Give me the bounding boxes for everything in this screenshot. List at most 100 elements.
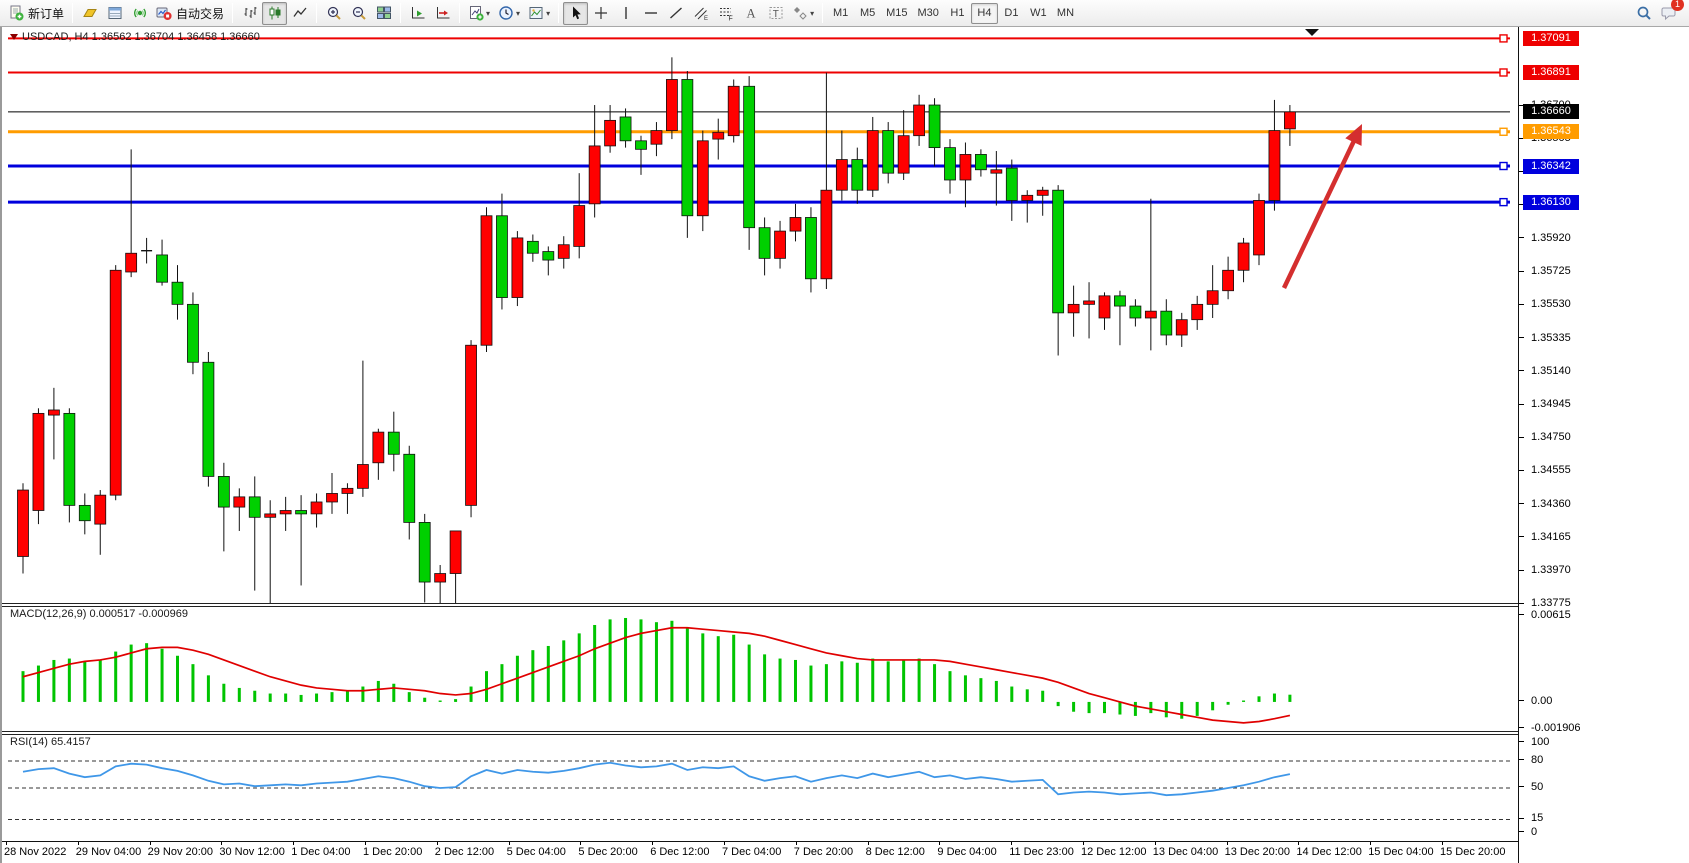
axis-tick [1519, 469, 1524, 471]
svg-text:E: E [704, 16, 708, 21]
shapes-button[interactable]: ▾ [788, 2, 818, 25]
autotrading-button[interactable]: 自动交易 [152, 2, 228, 25]
macd-bar [1072, 701, 1076, 712]
timeframe-m15[interactable]: M15 [886, 7, 908, 19]
tile-windows-button[interactable] [371, 2, 396, 25]
timeframe-mn[interactable]: MN [1056, 7, 1075, 19]
time-tick [1011, 842, 1013, 845]
vline-button[interactable] [613, 2, 638, 25]
axis-tick [1519, 817, 1524, 819]
macd-bar [1010, 686, 1014, 702]
timeframe-h1[interactable]: H1 [950, 7, 965, 19]
hline-button[interactable] [638, 2, 663, 25]
timeframe-m1[interactable]: M1 [832, 7, 849, 19]
trendline-button[interactable] [663, 2, 688, 25]
time-tick-label: 6 Dec 12:00 [650, 846, 710, 858]
line-chart-button[interactable] [287, 2, 312, 25]
templates-button[interactable]: ▾ [524, 2, 554, 25]
chart-shift-marker[interactable] [1305, 29, 1319, 36]
navigator-button[interactable] [127, 2, 152, 25]
candlestick-button[interactable] [262, 1, 288, 25]
time-tick [939, 842, 941, 845]
candle [94, 490, 107, 555]
candle [449, 530, 462, 603]
axis-tick [1519, 370, 1524, 372]
search-button[interactable] [1631, 2, 1656, 25]
rsi-pane[interactable]: RSI(14) 65.4157 [0, 731, 1518, 841]
macd-bar [67, 658, 71, 702]
timeframe-m30[interactable]: M30 [917, 7, 939, 19]
line-handle[interactable] [1499, 197, 1508, 207]
macd-chart[interactable] [8, 604, 1518, 732]
time-tick-label: 29 Nov 20:00 [147, 846, 214, 858]
macd-bar [1180, 701, 1184, 719]
line-handle[interactable] [1499, 161, 1508, 171]
rsi-chart[interactable] [8, 732, 1518, 842]
chevron-down-icon: ▾ [516, 8, 521, 18]
candle [650, 122, 663, 157]
data-window-button[interactable] [102, 2, 127, 25]
candle [712, 118, 725, 160]
macd-pane[interactable]: MACD(12,26,9) 0.000517 -0.000969 [0, 603, 1518, 731]
line-handle[interactable] [1499, 34, 1508, 43]
toolbar-separator [558, 3, 560, 23]
templates-icon [528, 5, 544, 21]
bar-chart-button[interactable] [237, 2, 262, 25]
time-tick [1370, 842, 1372, 845]
new-chart-button[interactable]: ▾ [464, 2, 494, 25]
time-axis[interactable]: 28 Nov 2022 29 Nov 04:00 29 Nov 20:00 30 No… [0, 841, 1518, 863]
timeframe-w1[interactable]: W1 [1030, 7, 1047, 19]
zoom-out-button[interactable] [346, 2, 371, 25]
macd-bar [654, 622, 658, 702]
candle [141, 237, 153, 264]
label-button[interactable]: T [763, 2, 788, 25]
auto-scroll-button[interactable] [405, 2, 430, 25]
price-tick-label: 1.34360 [1531, 497, 1571, 510]
line-handle[interactable] [1499, 68, 1508, 77]
candle [835, 130, 848, 201]
channel-button[interactable]: E [688, 2, 713, 25]
candle [403, 445, 416, 540]
shapes-icon [792, 5, 808, 21]
chart-shift-icon [435, 5, 451, 21]
axis-tick [1519, 436, 1524, 438]
candlestick-icon [267, 5, 283, 21]
macd-bar [253, 690, 257, 702]
main-chart-pane[interactable]: USDCAD, H4 1.36562 1.36704 1.36458 1.366… [0, 27, 1518, 603]
candle [1206, 265, 1219, 318]
candle [588, 105, 601, 218]
market-watch-button[interactable] [77, 2, 102, 25]
trend-arrow-annotation[interactable] [1281, 124, 1362, 289]
candlestick-chart[interactable] [8, 27, 1518, 603]
candle [202, 352, 215, 487]
new-order-button[interactable]: 新订单 [4, 2, 68, 25]
profiles-button[interactable]: ▾ [494, 2, 524, 25]
chevron-down-icon: ▾ [546, 8, 551, 18]
text-button[interactable]: A [738, 2, 763, 25]
timeframe-h4[interactable]: H4 [970, 2, 998, 24]
chart-shift-button[interactable] [430, 2, 455, 25]
bar-chart-icon [242, 5, 258, 21]
zoom-in-button[interactable] [321, 2, 346, 25]
macd-bar [361, 686, 365, 702]
timeframe-m5[interactable]: M5 [859, 7, 876, 19]
macd-bar [1242, 700, 1246, 702]
time-tick-label: 13 Dec 20:00 [1224, 846, 1291, 858]
crosshair-button[interactable] [588, 2, 613, 25]
price-axis[interactable]: 1.367001.365051.363101.361151.359201.357… [1518, 27, 1689, 863]
pane-divider [0, 606, 1518, 607]
macd-bar [330, 692, 334, 702]
fibonacci-button[interactable]: F [713, 2, 738, 25]
candle [63, 408, 76, 523]
time-tick-label: 15 Dec 20:00 [1440, 846, 1506, 858]
toolbar: 新订单 自动交易 ▾ ▾ ▾ E F A T ▾ M1 M5 M15 M30 H1 H4 D1 W1 MN 1 [0, 0, 1689, 27]
notification-button[interactable]: 1 [1656, 0, 1684, 25]
macd-bar [98, 659, 102, 702]
cursor-button[interactable] [563, 1, 589, 25]
axis-tick [1519, 536, 1524, 538]
candle [125, 149, 138, 278]
timeframe-d1[interactable]: D1 [1004, 7, 1019, 19]
chevron-down-icon: ▾ [810, 8, 815, 18]
macd-bar [1041, 690, 1045, 702]
line-handle[interactable] [1499, 127, 1508, 136]
